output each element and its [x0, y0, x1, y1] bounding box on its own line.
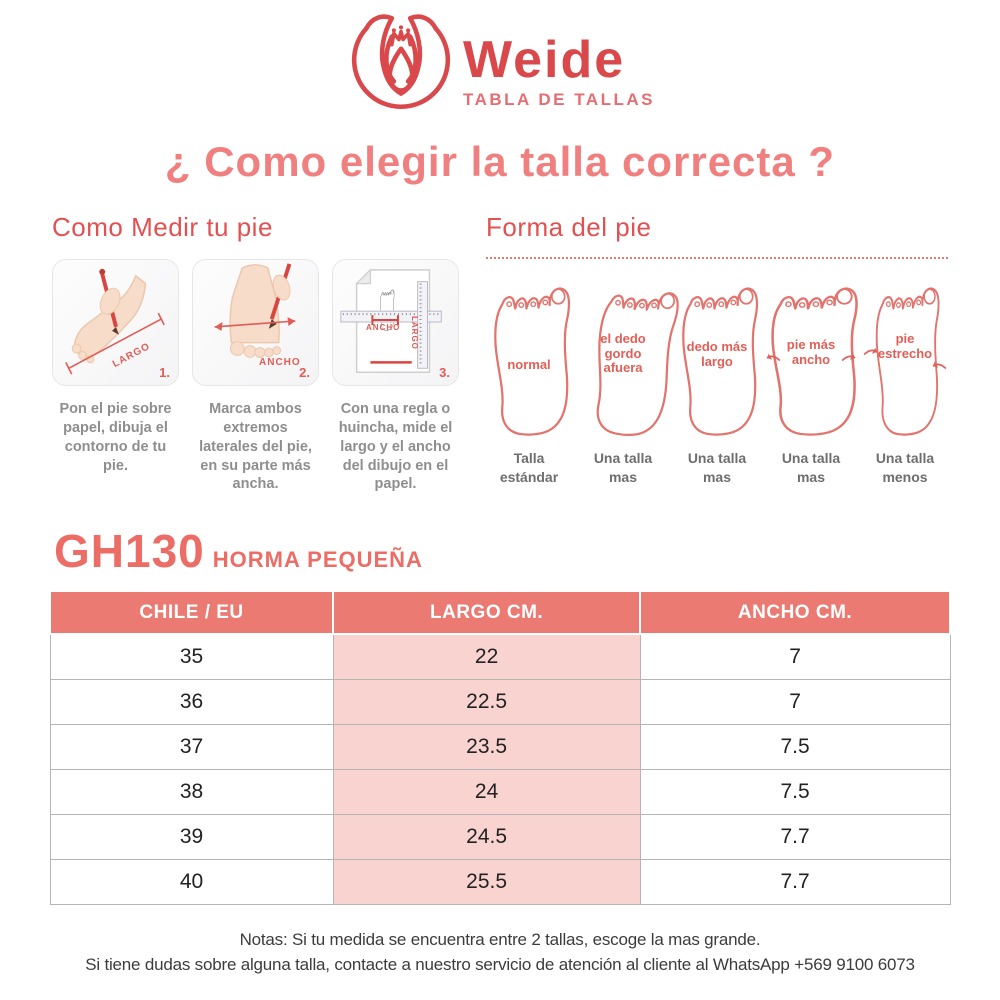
step-caption: Marca ambos extremos laterales del pie, … — [199, 401, 312, 493]
table-row: 37 23.5 7.5 — [49, 723, 951, 770]
table-cell: 22 — [332, 633, 641, 680]
table-cell: 7 — [639, 678, 951, 725]
foot-caption: Una talla mas — [593, 450, 653, 485]
foot-narrow: pie estrecho — [862, 260, 948, 443]
table-cell: 25.5 — [332, 858, 641, 905]
measure-heading: Como Medir tu pie — [52, 212, 273, 242]
brand-name: Weide — [462, 31, 626, 89]
foot-long-toe: dedo más largo — [674, 260, 760, 443]
foot-normal: normal — [486, 260, 572, 443]
size-table-header: CHILE / EU LARGO CM. ANCHO CM. — [48, 590, 951, 636]
foot-label: dedo más largo — [686, 339, 748, 369]
foot-caption: Una talla mas — [781, 450, 841, 485]
foot-shapes-row: normal el dedo gordo afuera dedo más lar… — [486, 260, 948, 443]
foot-label: normal — [507, 357, 551, 372]
ancho-label: ANCHO — [259, 357, 301, 368]
foot-outline-icon — [486, 260, 572, 443]
foot-label: el dedo gordo afuera — [600, 331, 646, 376]
table-row: 35 22 7 — [49, 633, 951, 680]
table-cell: 7.7 — [639, 858, 951, 905]
table-row: 36 22.5 7 — [49, 678, 951, 725]
foot-big-toe-out: el dedo gordo afuera — [580, 260, 666, 443]
table-cell: 7.5 — [639, 723, 951, 770]
foot-label: pie estrecho — [877, 331, 933, 361]
product-heading: GH130 HORMA PEQUEÑA — [0, 524, 1000, 578]
step-number: 1. — [159, 365, 170, 380]
foot-caption: Una talla mas — [687, 450, 747, 485]
table-cell: 24.5 — [332, 813, 641, 860]
table-cell: 40 — [49, 858, 334, 905]
column-header-chile-eu: CHILE / EU — [48, 590, 335, 636]
column-header-largo: LARGO CM. — [332, 590, 642, 636]
measure-step-1-image: LARGO 1. — [52, 259, 179, 386]
size-table: CHILE / EU LARGO CM. ANCHO CM. 35 22 7 3… — [48, 590, 951, 905]
arrow-right-icon — [841, 353, 856, 362]
step-caption: Pon el pie sobre papel, dibuja el contor… — [59, 401, 172, 474]
foot-shape-section: Forma del pie normal el dedo gordo afuer… — [486, 212, 948, 494]
table-cell: 39 — [49, 813, 334, 860]
arrow-left-icon — [932, 361, 947, 370]
column-header-ancho: ANCHO CM. — [639, 590, 951, 636]
table-row: 38 24 7.5 — [49, 768, 951, 815]
table-cell: 7 — [639, 633, 951, 680]
content-columns: Como Medir tu pie — [0, 212, 1000, 494]
brand-header: Weide TABLA DE TALLAS — [0, 0, 1000, 116]
shapes-heading: Forma del pie — [486, 212, 652, 242]
foot-width-marking-illustration — [214, 263, 296, 358]
table-cell: 36 — [49, 678, 334, 725]
table-cell: 37 — [49, 723, 334, 770]
foot-wide: pie más ancho — [766, 260, 854, 443]
brand-logo-icon — [351, 14, 451, 110]
arrow-right-icon — [863, 347, 878, 356]
foot-caption: Talla estándar — [499, 450, 559, 485]
table-cell: 38 — [49, 768, 334, 815]
note-line-1: Notas: Si tu medida se encuentra entre 2… — [239, 929, 761, 949]
step-number: 2. — [299, 365, 310, 380]
measure-captions: Pon el pie sobre papel, dibuja el contor… — [52, 400, 460, 494]
ancho-label: ANCHO — [366, 323, 401, 332]
footer-notes: Notas: Si tu medida se encuentra entre 2… — [0, 927, 1000, 978]
arrow-left-icon — [766, 353, 781, 362]
table-cell: 35 — [49, 633, 334, 680]
size-table-body: 35 22 7 36 22.5 7 37 23.5 7.5 38 24 7.5 … — [49, 633, 951, 905]
measure-step-3-image: ANCHO LARGO 3. — [332, 259, 459, 386]
table-cell: 24 — [332, 768, 641, 815]
product-variant: HORMA PEQUEÑA — [212, 547, 423, 573]
foot-captions-row: Talla estándar Una talla mas Una talla m… — [486, 449, 948, 487]
table-row: 39 24.5 7.7 — [49, 813, 951, 860]
brand-text: Weide TABLA DE TALLAS — [463, 34, 655, 110]
ruler-measuring-illustration — [340, 268, 442, 373]
step-number: 3. — [439, 365, 450, 380]
header-row: CHILE / EU LARGO CM. ANCHO CM. — [48, 590, 951, 636]
table-cell: 23.5 — [332, 723, 641, 770]
table-cell: 7.5 — [639, 768, 951, 815]
measure-step-2-image: ANCHO 2. — [192, 259, 319, 386]
product-code: GH130 — [54, 525, 205, 578]
table-cell: 7.7 — [639, 813, 951, 860]
largo-label: LARGO — [410, 316, 419, 350]
foot-label: pie más ancho — [786, 337, 836, 367]
foot-caption: Una talla menos — [875, 450, 935, 485]
alignment-dotted-line — [486, 257, 948, 259]
page-title: ¿ Como elegir la talla correcta ? — [164, 138, 836, 185]
foot-tracing-illustration — [65, 268, 165, 375]
step-caption: Con una regla o huincha, mide el largo y… — [338, 401, 453, 493]
measure-steps: LARGO 1. — [52, 259, 460, 386]
measure-section: Como Medir tu pie — [52, 212, 460, 494]
note-line-2: Si tiene dudas sobre alguna talla, conta… — [85, 955, 915, 975]
table-cell: 22.5 — [332, 678, 641, 725]
brand-tagline: TABLA DE TALLAS — [462, 90, 656, 109]
table-row: 40 25.5 7.7 — [49, 858, 951, 905]
